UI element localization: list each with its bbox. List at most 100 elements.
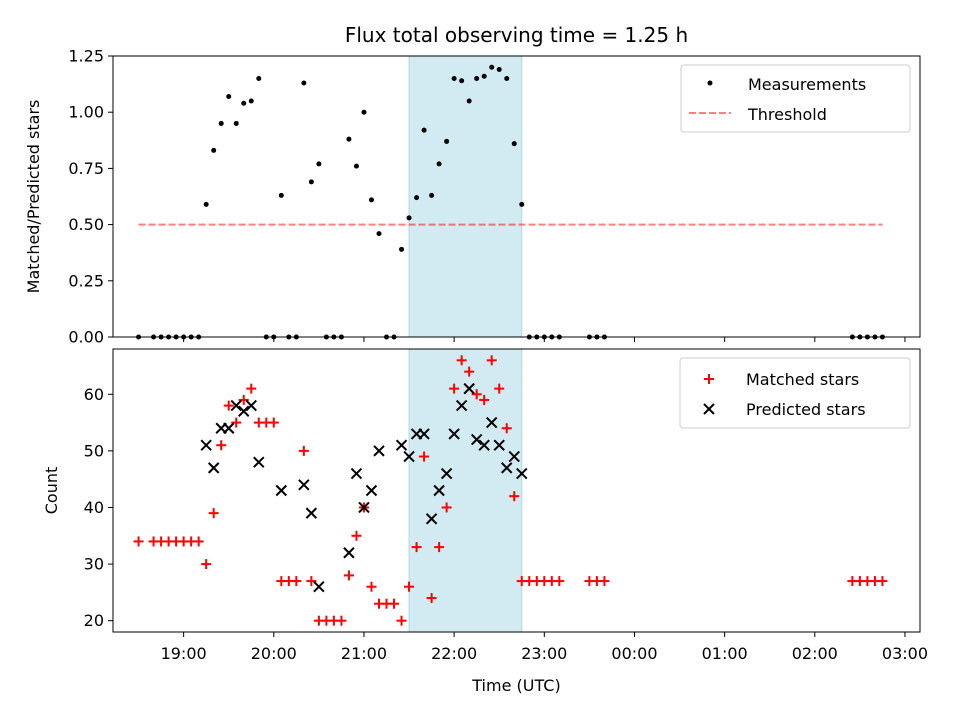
- legend-matched-marker: [704, 374, 714, 384]
- x-tick-label: 19:00: [161, 644, 207, 663]
- predicted-star-point: [313, 581, 325, 593]
- y-tick-label: 0.25: [68, 271, 104, 290]
- predicted-star-x-b: [238, 405, 250, 417]
- chart-title: Flux total observing time = 1.25 h: [345, 23, 688, 47]
- predicted-star-x-b: [305, 507, 318, 519]
- matched-star-point: [238, 394, 249, 405]
- predicted-star-x-b: [440, 467, 453, 480]
- ratio-shaded-span: [408, 55, 523, 338]
- matched-star-point: [494, 383, 505, 394]
- count-axes-frame: [112, 348, 921, 633]
- matched-star-point: [486, 355, 497, 366]
- matched-star-point: [471, 389, 482, 400]
- predicted-star-point: [298, 479, 310, 491]
- y-tick-label: 1.25: [68, 47, 104, 66]
- measurement-point: [496, 66, 502, 72]
- predicted-star-x-b: [508, 450, 520, 463]
- ratio-y-axis-label: Matched/Predicted stars: [24, 100, 43, 294]
- count-y-axis-label: Count: [42, 467, 61, 515]
- measurement-point: [308, 179, 314, 185]
- matched-star-point: [246, 383, 257, 394]
- measurement-point: [466, 98, 472, 104]
- predicted-star-x-b: [245, 399, 257, 412]
- predicted-star-x-b: [463, 382, 475, 395]
- x-tick-label: 20:00: [251, 644, 297, 663]
- measurement-point: [248, 98, 254, 104]
- measurement-point: [519, 201, 525, 207]
- measurement-points: [136, 64, 885, 340]
- ratio-panel: 0.00 0.25 0.50 0.75 1.00 1.25 Flux total obse…: [24, 23, 921, 347]
- measurement-point: [481, 73, 487, 79]
- y-tick-label: 60: [84, 385, 104, 404]
- predicted-star-point: [373, 445, 385, 457]
- matched-star-point: [501, 423, 512, 434]
- measurement-point: [278, 192, 284, 198]
- predicted-star-point: [207, 462, 220, 474]
- x-tick-label: 02:00: [792, 644, 838, 663]
- predicted-star-point: [230, 399, 242, 412]
- predicted-star-x-b: [200, 439, 212, 451]
- matched-star-point: [426, 593, 437, 604]
- count-legend: Matched stars Predicted stars: [679, 357, 911, 429]
- matched-star-point: [208, 508, 219, 519]
- predicted-star-point: [403, 450, 415, 463]
- measurement-point: [436, 161, 442, 167]
- predicted-star-point: [463, 382, 475, 395]
- predicted-star-point: [478, 439, 490, 451]
- matched-star-point: [306, 576, 317, 587]
- measurement-point: [474, 75, 480, 81]
- y-tick-label: 0.00: [68, 328, 104, 347]
- matched-star-point: [456, 355, 467, 366]
- matched-star-point: [133, 536, 144, 547]
- count-y-ticks: 20 30 40 50 60: [84, 385, 113, 630]
- predicted-star-point: [425, 513, 438, 525]
- predicted-star-x-b: [433, 484, 445, 497]
- matched-star-point: [201, 559, 212, 570]
- matched-star-point: [509, 491, 520, 502]
- predicted-star-point: [448, 428, 460, 440]
- measurement-point: [429, 192, 435, 198]
- predicted-star-point: [253, 456, 265, 468]
- measurement-point: [353, 163, 359, 169]
- predicted-star-point: [238, 405, 250, 417]
- predicted-star-point: [418, 428, 430, 440]
- y-tick-label: 50: [84, 441, 104, 460]
- x-axis-label: Time (UTC): [471, 676, 560, 695]
- ratio-x-ticks: [183, 337, 906, 342]
- measurement-point: [301, 80, 307, 86]
- predicted-star-x-b: [485, 416, 498, 429]
- measurement-point: [218, 120, 224, 126]
- x-tick-label: 01:00: [702, 644, 748, 663]
- matched-star-point: [343, 570, 354, 581]
- ratio-legend-box: [680, 64, 911, 133]
- predicted-star-x-b: [470, 433, 483, 446]
- predicted-star-point: [433, 484, 445, 497]
- matched-star-point: [336, 615, 347, 626]
- ratio-y-ticks: 0.00 0.25 0.50 0.75 1.00 1.25: [68, 47, 113, 347]
- matched-star-point: [216, 440, 227, 451]
- predicted-star-point: [343, 547, 355, 559]
- predicted-star-point: [455, 399, 468, 412]
- matched-star-point: [411, 542, 422, 553]
- x-tick-label: 03:00: [882, 644, 928, 663]
- predicted-star-point: [440, 467, 453, 480]
- legend-measurements-marker: [707, 80, 713, 86]
- measurement-point: [376, 231, 382, 237]
- measurement-point: [203, 201, 209, 207]
- y-tick-label: 1.00: [68, 103, 104, 122]
- predicted-star-x-b: [350, 467, 363, 480]
- ratio-legend: Measurements Threshold: [680, 64, 911, 133]
- predicted-star-x-b: [403, 450, 415, 463]
- matched-star-point: [366, 581, 377, 592]
- measurement-point: [399, 246, 405, 252]
- measurement-point: [316, 161, 322, 167]
- matched-star-point: [389, 598, 400, 609]
- predicted-star-x-b: [501, 462, 513, 474]
- predicted-star-point: [501, 462, 513, 474]
- measurement-point: [346, 136, 352, 142]
- matched-star-point: [599, 576, 610, 587]
- predicted-star-point: [395, 439, 408, 451]
- predicted-star-x-b: [478, 439, 490, 451]
- predicted-star-point: [485, 416, 498, 429]
- measurement-point: [406, 215, 412, 221]
